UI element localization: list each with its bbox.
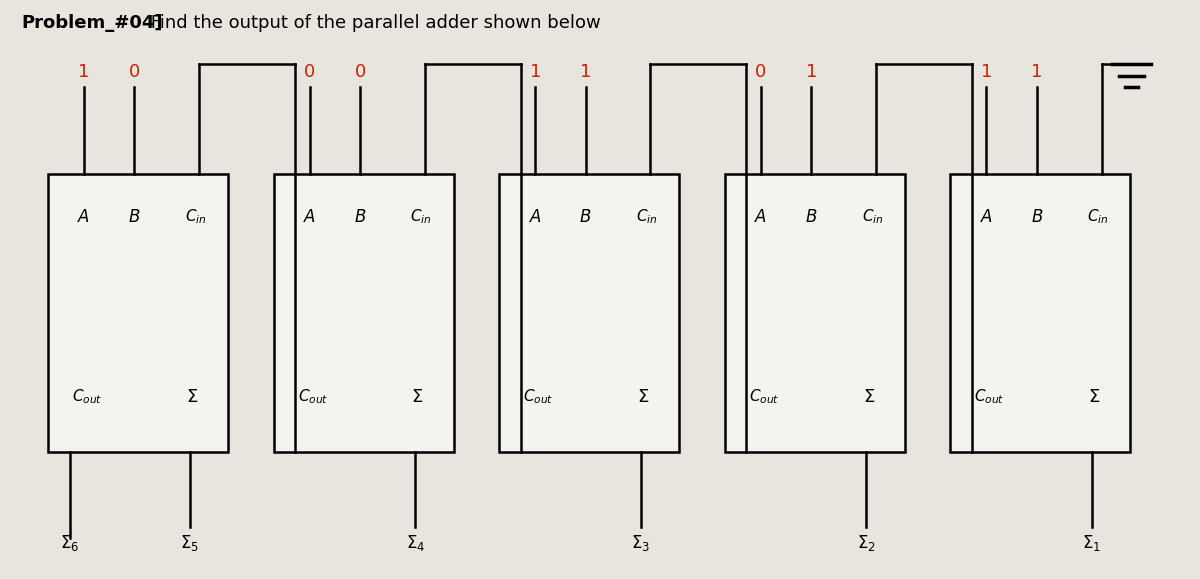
Text: 1: 1 xyxy=(78,63,90,82)
Text: $A$: $A$ xyxy=(755,208,767,226)
Text: 0: 0 xyxy=(304,63,316,82)
Text: $A$: $A$ xyxy=(304,208,316,226)
Text: 1: 1 xyxy=(805,63,817,82)
Text: $C_{out}$: $C_{out}$ xyxy=(749,387,779,406)
Bar xyxy=(725,174,905,452)
Text: $A$: $A$ xyxy=(980,208,992,226)
Text: $C_{in}$: $C_{in}$ xyxy=(636,208,658,226)
Text: $A$: $A$ xyxy=(78,208,90,226)
Bar xyxy=(950,174,1130,452)
Text: $\Sigma_3$: $\Sigma_3$ xyxy=(631,533,650,553)
Text: $\Sigma$: $\Sigma$ xyxy=(863,387,875,406)
Text: $\Sigma_6$: $\Sigma_6$ xyxy=(60,533,79,553)
Text: $\Sigma_2$: $\Sigma_2$ xyxy=(857,533,876,553)
Text: $B$: $B$ xyxy=(580,208,592,226)
Text: 1: 1 xyxy=(529,63,541,82)
Text: 0: 0 xyxy=(755,63,767,82)
Text: Find the output of the parallel adder shown below: Find the output of the parallel adder sh… xyxy=(145,14,601,32)
Bar xyxy=(274,174,454,452)
Text: $C_{in}$: $C_{in}$ xyxy=(410,208,432,226)
Text: $C_{in}$: $C_{in}$ xyxy=(862,208,883,226)
Bar xyxy=(48,174,228,452)
Text: $C_{in}$: $C_{in}$ xyxy=(185,208,206,226)
Text: $C_{out}$: $C_{out}$ xyxy=(72,387,102,406)
Text: 1: 1 xyxy=(580,63,592,82)
Text: $\Sigma$: $\Sigma$ xyxy=(186,387,198,406)
Text: $A$: $A$ xyxy=(529,208,541,226)
Text: 0: 0 xyxy=(354,63,366,82)
Bar xyxy=(499,174,679,452)
Text: $\Sigma$: $\Sigma$ xyxy=(412,387,424,406)
Text: $B$: $B$ xyxy=(354,208,366,226)
Text: $\Sigma_4$: $\Sigma_4$ xyxy=(406,533,425,553)
Text: 0: 0 xyxy=(128,63,140,82)
Text: $\Sigma_1$: $\Sigma_1$ xyxy=(1082,533,1102,553)
Text: $C_{out}$: $C_{out}$ xyxy=(974,387,1004,406)
Text: Problem_#04]: Problem_#04] xyxy=(22,14,163,32)
Text: $\Sigma$: $\Sigma$ xyxy=(1088,387,1100,406)
Text: $\Sigma$: $\Sigma$ xyxy=(637,387,649,406)
Text: $B$: $B$ xyxy=(805,208,817,226)
Text: $C_{out}$: $C_{out}$ xyxy=(298,387,328,406)
Text: $B$: $B$ xyxy=(1031,208,1043,226)
Text: $C_{out}$: $C_{out}$ xyxy=(523,387,553,406)
Text: 1: 1 xyxy=(980,63,992,82)
Text: $\Sigma_5$: $\Sigma_5$ xyxy=(180,533,199,553)
Text: $C_{in}$: $C_{in}$ xyxy=(1087,208,1109,226)
Text: $B$: $B$ xyxy=(128,208,140,226)
Text: 1: 1 xyxy=(1031,63,1043,82)
